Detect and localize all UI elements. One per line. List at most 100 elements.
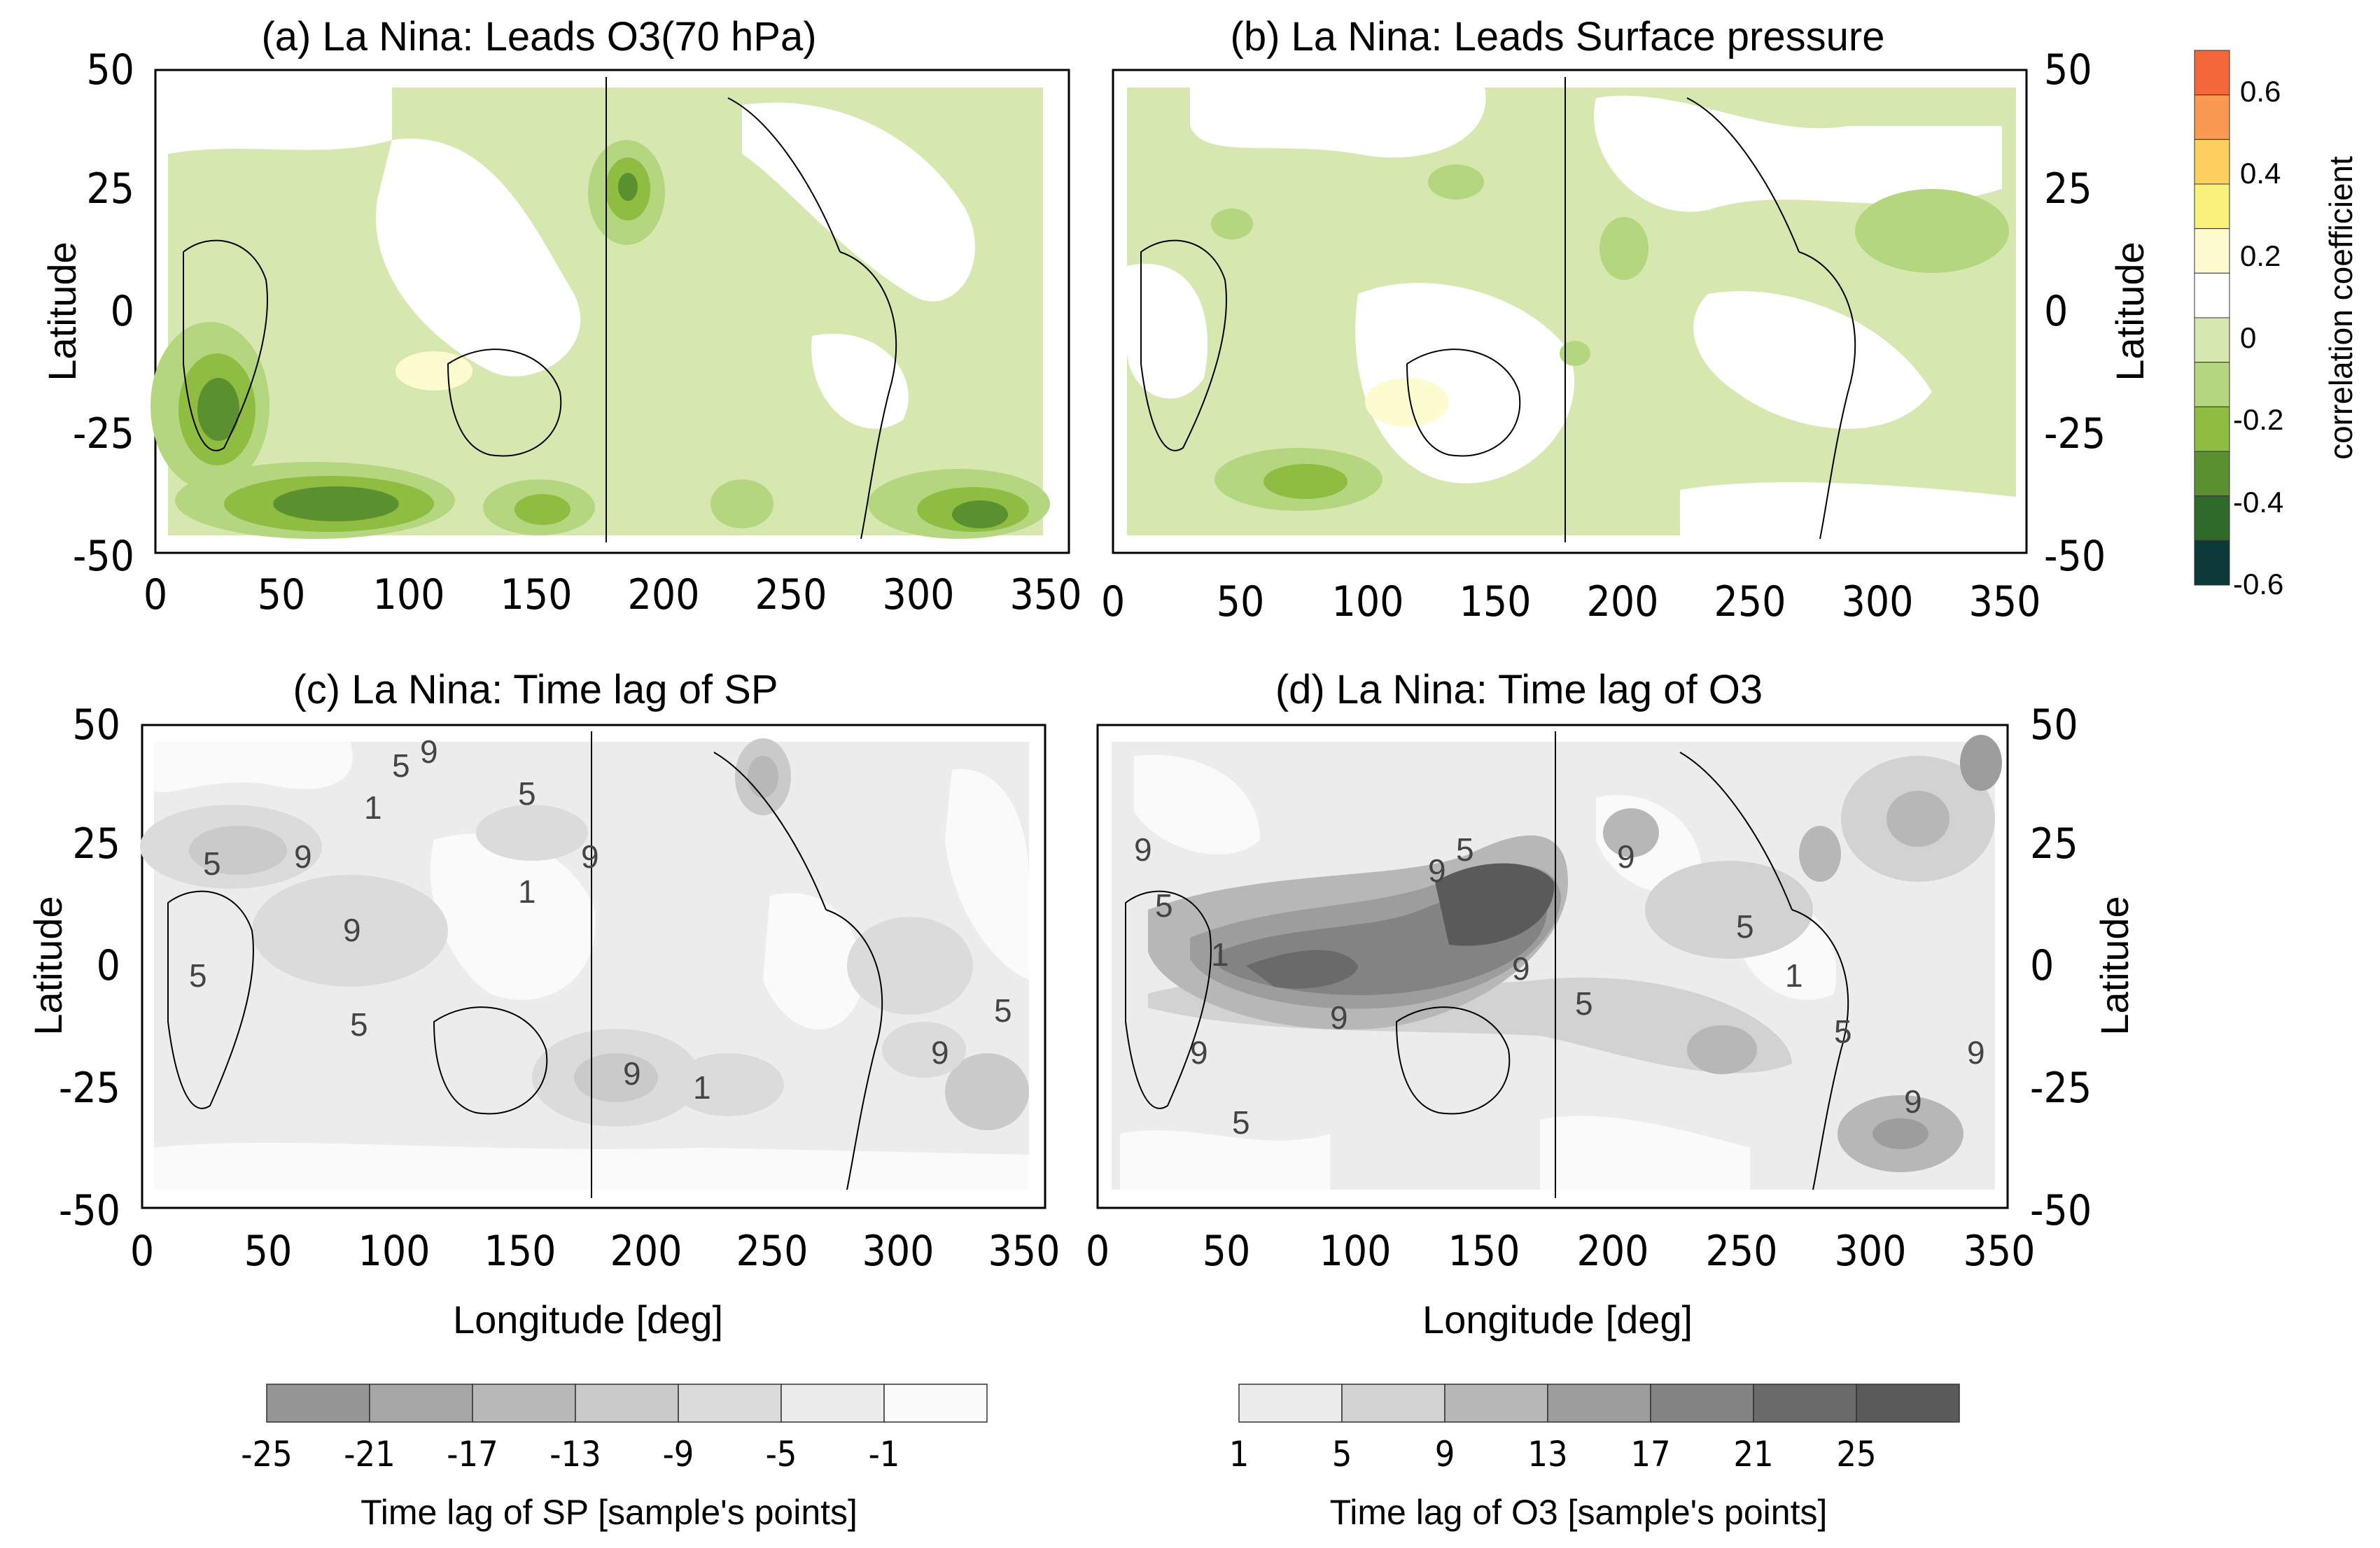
cb-label: -0.6 bbox=[2233, 568, 2283, 600]
x-tick: 250 bbox=[736, 1227, 808, 1276]
panel-b-ylabel: Latitude bbox=[2108, 241, 2152, 381]
x-tick: 150 bbox=[1448, 1227, 1520, 1276]
cb-label: 0.6 bbox=[2240, 75, 2281, 108]
contour-label: 9 bbox=[1904, 1083, 1922, 1120]
x-tick: 350 bbox=[1968, 577, 2040, 626]
sp-colorbar: -25 -21 -17 -13 -9 -5 -1 Time lag of SP … bbox=[241, 1384, 988, 1532]
x-tick: 100 bbox=[1331, 577, 1404, 626]
correlation-colorbar-swatch bbox=[2194, 495, 2230, 541]
cb-label: 0 bbox=[2240, 321, 2256, 354]
x-tick: 350 bbox=[1963, 1227, 2035, 1276]
contour-label: 9 bbox=[1512, 950, 1530, 987]
x-tick: 200 bbox=[1586, 577, 1658, 626]
correlation-colorbar-swatches bbox=[2194, 50, 2230, 586]
contour-label: 9 bbox=[420, 733, 438, 770]
y-tick: 0 bbox=[2030, 941, 2054, 990]
x-tick: 250 bbox=[1714, 577, 1786, 626]
x-tick: 0 bbox=[130, 1227, 154, 1276]
x-tick: 350 bbox=[1009, 570, 1082, 619]
contour-label: 5 bbox=[994, 992, 1012, 1029]
panel-d-xlabel: Longitude [deg] bbox=[1422, 1297, 1693, 1342]
correlation-colorbar-swatch bbox=[2194, 228, 2230, 274]
panel-a-xticks: 0 50 100 150 200 250 300 350 bbox=[144, 570, 1082, 619]
sp-colorbar-swatch bbox=[472, 1384, 576, 1423]
sp-colorbar-swatch bbox=[266, 1384, 370, 1423]
x-tick: 0 bbox=[1101, 577, 1125, 626]
contour-label: 1 bbox=[1785, 957, 1803, 994]
o3-colorbar: 1 5 9 13 17 21 25 Time lag of O3 [sample… bbox=[1229, 1384, 1960, 1532]
contour-label: 5 bbox=[1456, 831, 1474, 868]
sp-colorbar-swatch bbox=[883, 1384, 988, 1423]
contour-label: 5 bbox=[189, 957, 207, 994]
panel-d-yticks-right: 50 25 0 -25 -50 bbox=[2030, 701, 2092, 1235]
contour-label: 9 bbox=[1134, 831, 1152, 868]
correlation-colorbar: 0.6 0.4 0.2 0 -0.2 -0.4 -0.6 correlation… bbox=[2194, 50, 2359, 600]
contour-label: 9 bbox=[343, 912, 361, 948]
contour-label: 5 bbox=[392, 747, 410, 784]
panel-d-ylabel: Latitude bbox=[2092, 896, 2136, 1035]
contour-label: 1 bbox=[364, 789, 382, 826]
contour-label: 5 bbox=[350, 1006, 368, 1043]
panel-b-xticks: 0 50 100 150 200 250 300 350 bbox=[1101, 577, 2041, 626]
o3-colorbar-title: Time lag of O3 [sample's points] bbox=[1330, 1493, 1828, 1532]
contour-label: 5 bbox=[1232, 1104, 1250, 1141]
y-tick: -25 bbox=[2044, 409, 2106, 458]
sp-colorbar-swatch bbox=[678, 1384, 782, 1423]
y-tick: 50 bbox=[2044, 45, 2092, 94]
x-tick: 100 bbox=[1319, 1227, 1391, 1276]
y-tick: 0 bbox=[2044, 287, 2068, 336]
x-tick: 0 bbox=[144, 570, 167, 619]
cb-label: 0.4 bbox=[2240, 157, 2281, 190]
o3-cb-label: 13 bbox=[1527, 1434, 1567, 1475]
sp-cb-label: -5 bbox=[766, 1434, 797, 1475]
sp-cb-label: -21 bbox=[344, 1434, 395, 1475]
contour-label: 1 bbox=[693, 1069, 711, 1106]
y-tick: -50 bbox=[73, 532, 134, 581]
y-tick: 0 bbox=[111, 287, 134, 336]
o3-cb-label: 25 bbox=[1836, 1434, 1876, 1475]
x-tick: 50 bbox=[244, 1227, 293, 1276]
y-tick: -50 bbox=[2030, 1186, 2092, 1235]
y-tick: 25 bbox=[86, 164, 134, 213]
y-tick: 50 bbox=[2030, 701, 2078, 750]
contour-label: 9 bbox=[623, 1055, 641, 1092]
x-tick: 200 bbox=[627, 570, 699, 619]
contour-label: 1 bbox=[518, 873, 536, 910]
x-tick: 50 bbox=[1203, 1227, 1251, 1276]
correlation-colorbar-swatch bbox=[2194, 272, 2230, 318]
panel-c-xticks: 0 50 100 150 200 250 300 350 bbox=[130, 1227, 1060, 1276]
correlation-colorbar-swatch bbox=[2194, 139, 2230, 185]
x-tick: 200 bbox=[610, 1227, 682, 1276]
contour-label: 9 bbox=[1617, 838, 1635, 875]
y-tick: -50 bbox=[2044, 532, 2106, 581]
x-tick: 150 bbox=[1459, 577, 1531, 626]
y-tick: -25 bbox=[73, 409, 134, 458]
x-tick: 300 bbox=[862, 1227, 934, 1276]
x-tick: 200 bbox=[1576, 1227, 1648, 1276]
contour-label: 9 bbox=[581, 838, 599, 875]
x-tick: 300 bbox=[882, 570, 954, 619]
contour-label: 1 bbox=[1211, 936, 1229, 973]
panel-b-yticks-right: 50 25 0 -25 -50 bbox=[2044, 45, 2106, 581]
panel-a-yticks: 50 25 0 -25 -50 bbox=[73, 45, 134, 581]
contour-label: 5 bbox=[1736, 908, 1754, 945]
sp-colorbar-swatch bbox=[780, 1384, 885, 1423]
y-tick: -25 bbox=[59, 1064, 120, 1113]
contour-label: 5 bbox=[203, 845, 221, 882]
panel-b-field bbox=[1127, 77, 2016, 542]
contour-label: 5 bbox=[1155, 887, 1173, 924]
o3-colorbar-swatch bbox=[1444, 1384, 1548, 1423]
o3-cb-label: 1 bbox=[1229, 1434, 1250, 1475]
panel-d-title: (d) La Nina: Time lag of O3 bbox=[1275, 667, 1763, 712]
panel-c-xlabel: Longitude [deg] bbox=[453, 1297, 723, 1342]
o3-colorbar-swatch bbox=[1650, 1384, 1754, 1423]
sp-colorbar-swatch bbox=[369, 1384, 473, 1423]
x-tick: 150 bbox=[500, 570, 572, 619]
correlation-colorbar-swatch bbox=[2194, 183, 2230, 230]
x-tick: 50 bbox=[1217, 577, 1265, 626]
cb-label: 0.2 bbox=[2240, 239, 2281, 272]
contour-label: 9 bbox=[1967, 1034, 1985, 1071]
panel-a-field bbox=[150, 77, 1050, 542]
panel-a-title: (a) La Nina: Leads O3(70 hPa) bbox=[261, 14, 816, 59]
panel-c-yticks: 50 25 0 -25 -50 bbox=[59, 701, 120, 1235]
